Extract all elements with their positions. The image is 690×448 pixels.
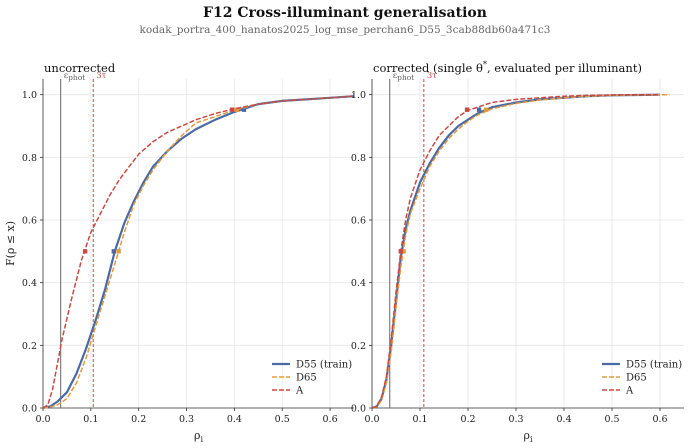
panel1-y-tick-label: 1.0 [22, 90, 37, 101]
panel1-median-marker-d55 [111, 249, 117, 254]
panel2-p95-marker-d65 [484, 107, 489, 112]
figure-subtitle: kodak_portra_400_hanatos2025_log_mse_per… [139, 24, 551, 36]
panel1-p95-marker-d65 [234, 107, 239, 112]
panel1-x-tick-label: 0.0 [35, 414, 50, 425]
panel1-y-tick-label: 0.0 [22, 404, 37, 415]
panel1-x-tick-label: 0.4 [227, 414, 242, 425]
panel2-y-tick-label: 0.0 [351, 404, 366, 415]
figure-title: F12 Cross-illuminant generalisation [203, 5, 487, 21]
panel2-reference-label-eps-phot: εphot [393, 71, 415, 82]
panel2-reference-label-3tau: 3τ [427, 71, 437, 81]
panel2-y-tick-label: 0.8 [351, 153, 366, 164]
panel1-y-tick-label: 0.6 [22, 216, 37, 227]
panel2-x-tick-label: 0.3 [508, 414, 523, 425]
panel1-legend-label-a: A [295, 386, 304, 397]
panel2-x-tick-label: 0.5 [604, 414, 619, 425]
panel2-legend-label-d65: D65 [626, 373, 647, 384]
panel1-legend-label-d65: D65 [296, 373, 317, 384]
panel2-y-tick-label: 1.0 [351, 90, 366, 101]
panel1-x-tick-label: 0.5 [275, 414, 290, 425]
panel1-y-tick-label: 0.4 [22, 278, 37, 289]
panel2-series-line-d65 [371, 93, 670, 409]
panel1-series-line-a [42, 95, 355, 409]
panel1-reference-label-eps-phot: εphot [64, 71, 86, 82]
panel2-y-tick-label: 0.4 [351, 278, 366, 289]
panel2-x-tick-label: 0.0 [364, 414, 379, 425]
panel1-series-line-d55 [42, 95, 355, 410]
panel2-series-line-a [371, 93, 660, 409]
panel1-y-axis-label: F(ρ ≤ x) [4, 221, 17, 266]
panel2-median-marker-a [398, 249, 403, 254]
panel1-y-tick-label: 0.2 [22, 341, 37, 352]
panel1-p95-marker-a [229, 107, 235, 112]
panel1-p95-marker-d55 [241, 107, 247, 112]
panel2-p95-marker-a [464, 107, 470, 112]
panel2-legend-label-a: A [625, 386, 634, 397]
panel2-x-axis-label: ρi [523, 429, 532, 444]
panel1-title: uncorrected [44, 61, 116, 75]
panel2-median-marker-d65 [401, 249, 406, 254]
panel2-x-tick-label: 0.2 [460, 414, 475, 425]
panel2-title: corrected (single θ*, evaluated per illu… [373, 60, 642, 75]
panel2-x-tick-label: 0.6 [652, 414, 667, 425]
panel2-p95-marker-d55 [476, 107, 482, 112]
panel2-y-tick-label: 0.6 [351, 216, 366, 227]
panel1-median-marker-a [82, 249, 88, 254]
panel2-y-tick-label: 0.2 [351, 341, 366, 352]
panel2-legend-label-d55: D55 (train) [626, 360, 682, 371]
panel1-reference-label-3tau: 3τ [96, 71, 106, 81]
panel2-x-tick-label: 0.1 [412, 414, 427, 425]
panel1-x-axis-label: ρi [194, 429, 203, 444]
panel1-x-tick-label: 0.2 [131, 414, 146, 425]
panel1-x-tick-label: 0.3 [179, 414, 194, 425]
panel2-x-tick-label: 0.4 [556, 414, 571, 425]
panel1-median-marker-d65 [116, 249, 121, 254]
panel1-x-tick-label: 0.6 [323, 414, 338, 425]
panel1-y-tick-label: 0.8 [22, 153, 37, 164]
panel1-legend-label-d55: D55 (train) [296, 360, 352, 371]
panel1-x-tick-label: 0.1 [83, 414, 98, 425]
